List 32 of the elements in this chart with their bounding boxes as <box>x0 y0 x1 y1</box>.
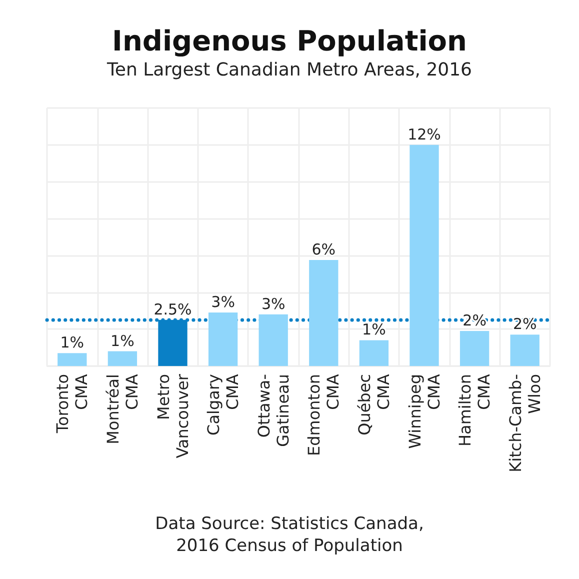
bar <box>258 314 288 366</box>
data-label: 12% <box>408 125 441 144</box>
bar <box>58 353 87 366</box>
chart-title: Indigenous Population <box>112 24 467 58</box>
x-tick-label: Edmonton CMA <box>304 374 343 456</box>
data-label: 2% <box>512 315 537 334</box>
bar <box>208 312 238 366</box>
bar <box>510 334 540 366</box>
x-tick-label: Calgary CMA <box>204 374 242 436</box>
source-note: Data Source: Statistics Canada, 2016 Census of Population <box>155 514 424 556</box>
data-label: 2.5% <box>154 300 192 318</box>
x-tick-label: Québec CMA <box>354 374 393 436</box>
data-label: 6% <box>312 240 336 259</box>
data-label: 3% <box>261 294 286 313</box>
data-label: 3% <box>211 293 235 312</box>
data-label: 1% <box>362 320 386 339</box>
chart-subtitle: Ten Largest Canadian Metro Areas, 2016 <box>106 60 472 80</box>
bar <box>309 260 338 366</box>
data-label: 1% <box>60 334 84 352</box>
bar <box>410 144 439 366</box>
x-tick-label: Ottawa- Gatineau <box>254 374 292 447</box>
bar <box>108 351 138 366</box>
x-tick-label: Winnipeg CMA <box>405 374 444 449</box>
bar <box>460 330 490 366</box>
x-tick-label: Toronto CMA <box>53 374 92 434</box>
x-tick-label: Montréal CMA <box>103 374 142 444</box>
x-tick-label: Kitch-Camb- Wloo <box>506 374 544 472</box>
x-tick-label: Hamilton CMA <box>456 374 494 447</box>
x-tick-label: Metro Vancouver <box>154 374 192 458</box>
data-label: 2% <box>462 311 486 330</box>
bar <box>359 340 389 366</box>
data-label: 1% <box>110 332 134 350</box>
